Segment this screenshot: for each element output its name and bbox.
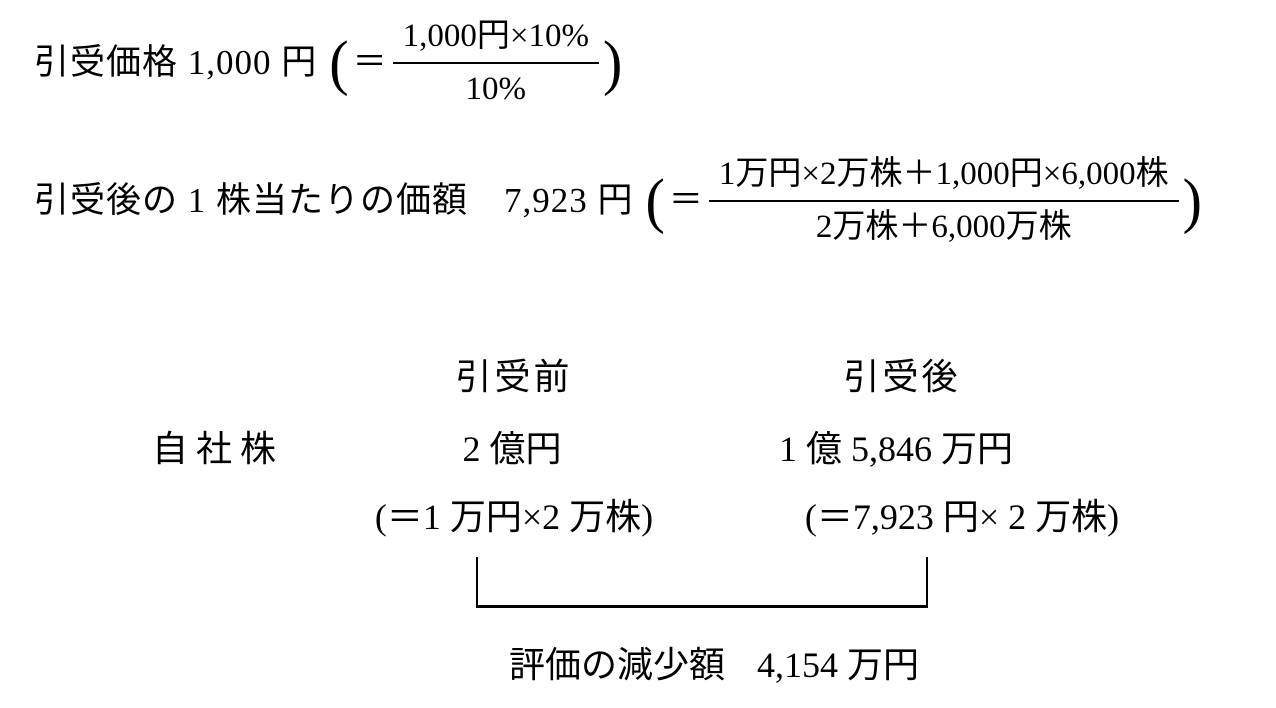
formula1-fraction: 1,000円×10% 10% [392, 16, 599, 111]
formula1-numerator: 1,000円×10% [392, 16, 599, 65]
formula1-equals-sign: ＝ [352, 43, 387, 81]
valuation-decrease-label: 評価の減少額 [508, 645, 725, 685]
value-before-underwriting: 2 億円 [462, 429, 562, 469]
grouping-bracket [476, 557, 928, 608]
formula2-fraction: 1万円×2万株＋1,000円×6,000株 2万株＋6,000万株 [708, 154, 1179, 249]
calc-before-underwriting: (＝1 万円×2 万株) [374, 497, 654, 537]
formula-underwriting-price: 引受価格 1,000 円 ( ＝ 1,000円×10% 10% ) [34, 16, 622, 111]
value-after-underwriting: 1 億 5,846 万円 [778, 429, 1014, 469]
calc-after-underwriting: (＝7,923 円× 2 万株) [804, 497, 1120, 537]
formula2-denominator: 2万株＋6,000万株 [815, 209, 1072, 246]
row-label-treasury-stock: 自社株 [152, 429, 285, 469]
formula1-close-paren: ) [602, 28, 623, 97]
formula2-equals-sign: ＝ [668, 181, 703, 219]
formula1-label: 引受価格 1,000 円 [34, 43, 318, 83]
formula2-open-paren: ( [645, 166, 665, 235]
formula2-close-paren: ) [1182, 166, 1202, 235]
formula2-label: 引受後の 1 株当たりの価額 7,923 円 [34, 181, 634, 221]
valuation-decrease-value: 4,154 万円 [757, 645, 920, 685]
formula1-denominator: 10% [465, 71, 527, 108]
valuation-decrease-summary: 評価の減少額 4,154 万円 [509, 636, 919, 688]
column-header-after-underwriting: 引受後 [843, 357, 961, 397]
column-header-before-underwriting: 引受前 [455, 357, 573, 397]
formula-per-share-value-after: 引受後の 1 株当たりの価額 7,923 円 ( ＝ 1万円×2万株＋1,000… [34, 154, 1202, 249]
formula1-open-paren: ( [329, 28, 349, 97]
formula2-numerator: 1万円×2万株＋1,000円×6,000株 [708, 154, 1179, 203]
